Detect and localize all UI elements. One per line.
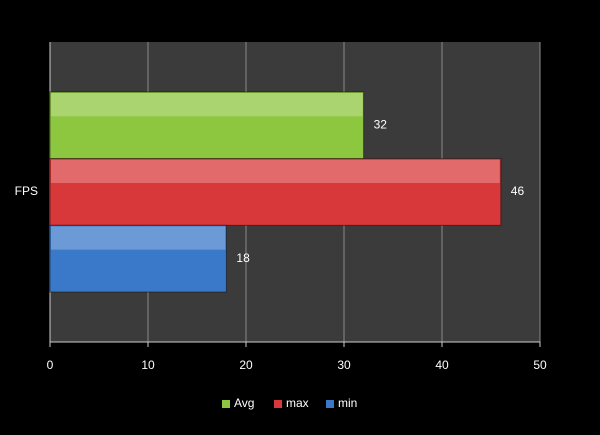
y-tick-label: FPS <box>15 184 38 198</box>
data-label: 18 <box>236 251 250 265</box>
bar-highlight <box>51 226 226 250</box>
x-tick-label: 40 <box>435 358 449 372</box>
legend-swatch <box>326 400 334 408</box>
legend-swatch <box>222 400 230 408</box>
legend-label: Avg <box>234 396 254 410</box>
x-tick-label: 50 <box>533 358 547 372</box>
bar <box>49 91 365 160</box>
bar-highlight <box>51 159 500 183</box>
x-tick-label: 10 <box>141 358 155 372</box>
x-tick-label: 30 <box>337 358 351 372</box>
bar <box>49 224 227 293</box>
bar-highlight <box>51 93 363 117</box>
legend-label: max <box>286 396 309 410</box>
legend-label: min <box>338 396 357 410</box>
bar <box>49 158 502 226</box>
x-tick-label: 0 <box>47 358 54 372</box>
x-tick-label: 20 <box>239 358 253 372</box>
legend-swatch <box>274 400 282 408</box>
data-label: 46 <box>511 184 525 198</box>
data-label: 32 <box>374 118 388 132</box>
